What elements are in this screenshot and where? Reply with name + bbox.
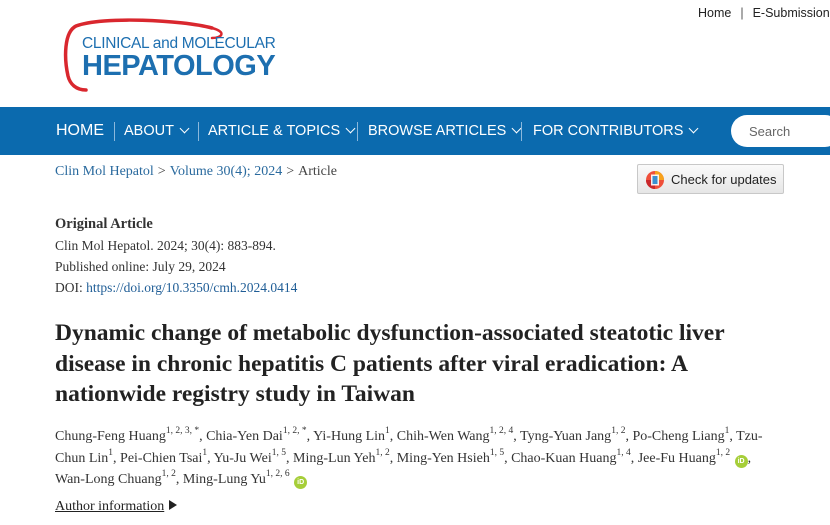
- chevron-down-icon: [179, 123, 190, 134]
- site-header: CLINICAL and MOLECULAR HEPATOLOGY Home | E…: [0, 0, 830, 107]
- author-affiliation: 1, 5: [271, 447, 287, 458]
- doi-link[interactable]: https://doi.org/10.3350/cmh.2024.0414: [86, 280, 298, 295]
- nav-about[interactable]: ABOUT: [124, 107, 190, 155]
- article-title: Dynamic change of metabolic dysfunction-…: [55, 320, 725, 407]
- triangle-right-icon: [169, 500, 178, 510]
- author-item: Chih-Wen Wang1, 2, 4,: [396, 426, 521, 444]
- author-item: Wan-Long Chuang1, 2,: [55, 469, 183, 487]
- author-name[interactable]: Ming-Lung Yu: [182, 472, 266, 487]
- author-name[interactable]: Ming-Yen Hsieh: [396, 450, 490, 466]
- author-affiliation: 1, 4: [616, 447, 631, 458]
- logo-line2: HEPATOLOGY: [82, 50, 276, 82]
- author-name[interactable]: Pei-Chien Tsai: [120, 450, 203, 466]
- author-item: Tyng-Yuan Jang1, 2,: [520, 426, 633, 444]
- nav-for-contributors-label: FOR CONTRIBUTORS: [533, 123, 684, 139]
- author-affiliation: 1: [202, 447, 208, 458]
- article-doi: DOI: https://doi.org/10.3350/cmh.2024.04…: [55, 277, 297, 298]
- author-item: Ming-Lung Yu1, 2, 6 iD: [182, 469, 308, 489]
- article-type: Original Article: [55, 216, 153, 232]
- chevron-down-icon: [345, 123, 356, 134]
- author-item: Chao-Kuan Huang1, 4,: [511, 447, 638, 466]
- author-affiliation: 1: [724, 426, 730, 437]
- orcid-icon[interactable]: iD: [734, 454, 748, 468]
- author-affiliation: 1, 2: [611, 426, 626, 437]
- author-name[interactable]: Tzu-Chun Lin: [55, 429, 763, 466]
- author-name[interactable]: Chia-Yen Dai: [206, 429, 283, 444]
- nav-for-contributors[interactable]: FOR CONTRIBUTORS: [533, 107, 699, 155]
- author-affiliation: 1, 2: [375, 447, 390, 458]
- breadcrumb-separator: >: [286, 164, 295, 179]
- orcid-icon[interactable]: iD: [294, 476, 308, 489]
- author-affiliation: 1, 5: [489, 447, 505, 458]
- article-published: Published online: July 29, 2024: [55, 259, 226, 274]
- author-information-label: Author information: [55, 499, 165, 514]
- e-submission-link[interactable]: E-Submission: [752, 6, 830, 20]
- logo-swoosh-icon: [63, 18, 223, 92]
- author-name[interactable]: Jee-Fu Huang: [637, 450, 716, 466]
- author-list: Chung-Feng Huang1, 2, 3, *, Chia-Yen Dai…: [55, 426, 780, 491]
- author-name[interactable]: Yu-Ju Wei: [213, 450, 272, 466]
- author-affiliation: 1, 2: [715, 447, 731, 458]
- author-item: Ming-Lun Yeh1, 2,: [293, 447, 397, 466]
- author-affiliation: 1, 2, 4: [489, 426, 514, 437]
- author-affiliation: 1, 2: [161, 469, 176, 480]
- home-link[interactable]: Home: [698, 6, 732, 20]
- author-name[interactable]: Po-Cheng Liang: [632, 429, 725, 444]
- breadcrumb-separator: >: [157, 164, 166, 179]
- author-name[interactable]: Chung-Feng Huang: [55, 429, 166, 444]
- utility-links: Home | E-Submission: [698, 6, 830, 20]
- nav-divider: [521, 122, 522, 141]
- author-item: Ming-Yen Hsieh1, 5,: [396, 447, 512, 466]
- nav-browse-articles[interactable]: BROWSE ARTICLES: [368, 107, 522, 155]
- author-name[interactable]: Tyng-Yuan Jang: [520, 429, 612, 444]
- logo-line1: CLINICAL and MOLECULAR: [82, 35, 276, 52]
- nav-home[interactable]: HOME: [56, 107, 104, 155]
- doi-label: DOI:: [55, 280, 83, 295]
- author-name[interactable]: Wan-Long Chuang: [55, 472, 162, 487]
- author-information-toggle[interactable]: Author information: [55, 499, 178, 515]
- nav-home-label: HOME: [56, 122, 104, 139]
- author-name[interactable]: Yi-Hung Lin: [313, 429, 386, 444]
- breadcrumb-journal[interactable]: Clin Mol Hepatol: [55, 164, 154, 179]
- author-item: Chia-Yen Dai1, 2, *,: [206, 426, 314, 444]
- author-item: Yu-Ju Wei1, 5,: [213, 447, 294, 466]
- chevron-down-icon: [688, 123, 699, 134]
- author-affiliation: 1, 2, 6: [265, 469, 290, 480]
- article-citation: Clin Mol Hepatol. 2024; 30(4): 883-894.: [55, 238, 276, 253]
- search-input[interactable]: [749, 115, 830, 147]
- nav-divider: [357, 122, 358, 141]
- nav-article-topics-label: ARTICLE & TOPICS: [208, 123, 341, 139]
- author-item: Tzu-Chun Lin1,: [55, 429, 763, 466]
- main-nav: HOME ABOUT ARTICLE & TOPICS BROWSE ARTIC…: [0, 107, 830, 155]
- author-affiliation: 1: [108, 447, 114, 458]
- nav-browse-articles-label: BROWSE ARTICLES: [368, 123, 507, 139]
- author-affiliation: 1, 2, 3, *: [165, 426, 200, 437]
- util-separator: |: [740, 6, 744, 20]
- nav-about-label: ABOUT: [124, 123, 174, 139]
- author-name[interactable]: Chih-Wen Wang: [396, 429, 490, 444]
- author-item: Po-Cheng Liang1,: [632, 426, 737, 444]
- breadcrumb-current: Article: [298, 164, 337, 179]
- nav-divider: [114, 122, 115, 141]
- author-item: Pei-Chien Tsai1,: [120, 447, 214, 466]
- author-name[interactable]: Chao-Kuan Huang: [511, 450, 617, 466]
- search-box: [731, 115, 830, 147]
- check-for-updates-button[interactable]: Check for updates: [637, 164, 784, 194]
- nav-divider: [198, 122, 199, 141]
- breadcrumb-volume[interactable]: Volume 30(4); 2024: [169, 164, 283, 179]
- breadcrumb: Clin Mol Hepatol > Volume 30(4); 2024 > Arti…: [55, 164, 337, 180]
- crossmark-icon: [646, 171, 664, 189]
- author-affiliation: 1: [385, 426, 390, 437]
- author-item: Jee-Fu Huang1, 2 iD,: [637, 447, 752, 468]
- author-name[interactable]: Ming-Lun Yeh: [293, 450, 376, 466]
- journal-logo[interactable]: CLINICAL and MOLECULAR HEPATOLOGY: [62, 18, 292, 93]
- nav-article-topics[interactable]: ARTICLE & TOPICS: [208, 107, 356, 155]
- author-affiliation: 1, 2, *: [282, 426, 307, 437]
- author-item: Chung-Feng Huang1, 2, 3, *,: [55, 426, 207, 444]
- check-for-updates-label: Check for updates: [671, 172, 777, 187]
- author-item: Yi-Hung Lin1,: [313, 426, 397, 444]
- article-meta: Original Article Clin Mol Hepatol. 2024;…: [55, 214, 297, 298]
